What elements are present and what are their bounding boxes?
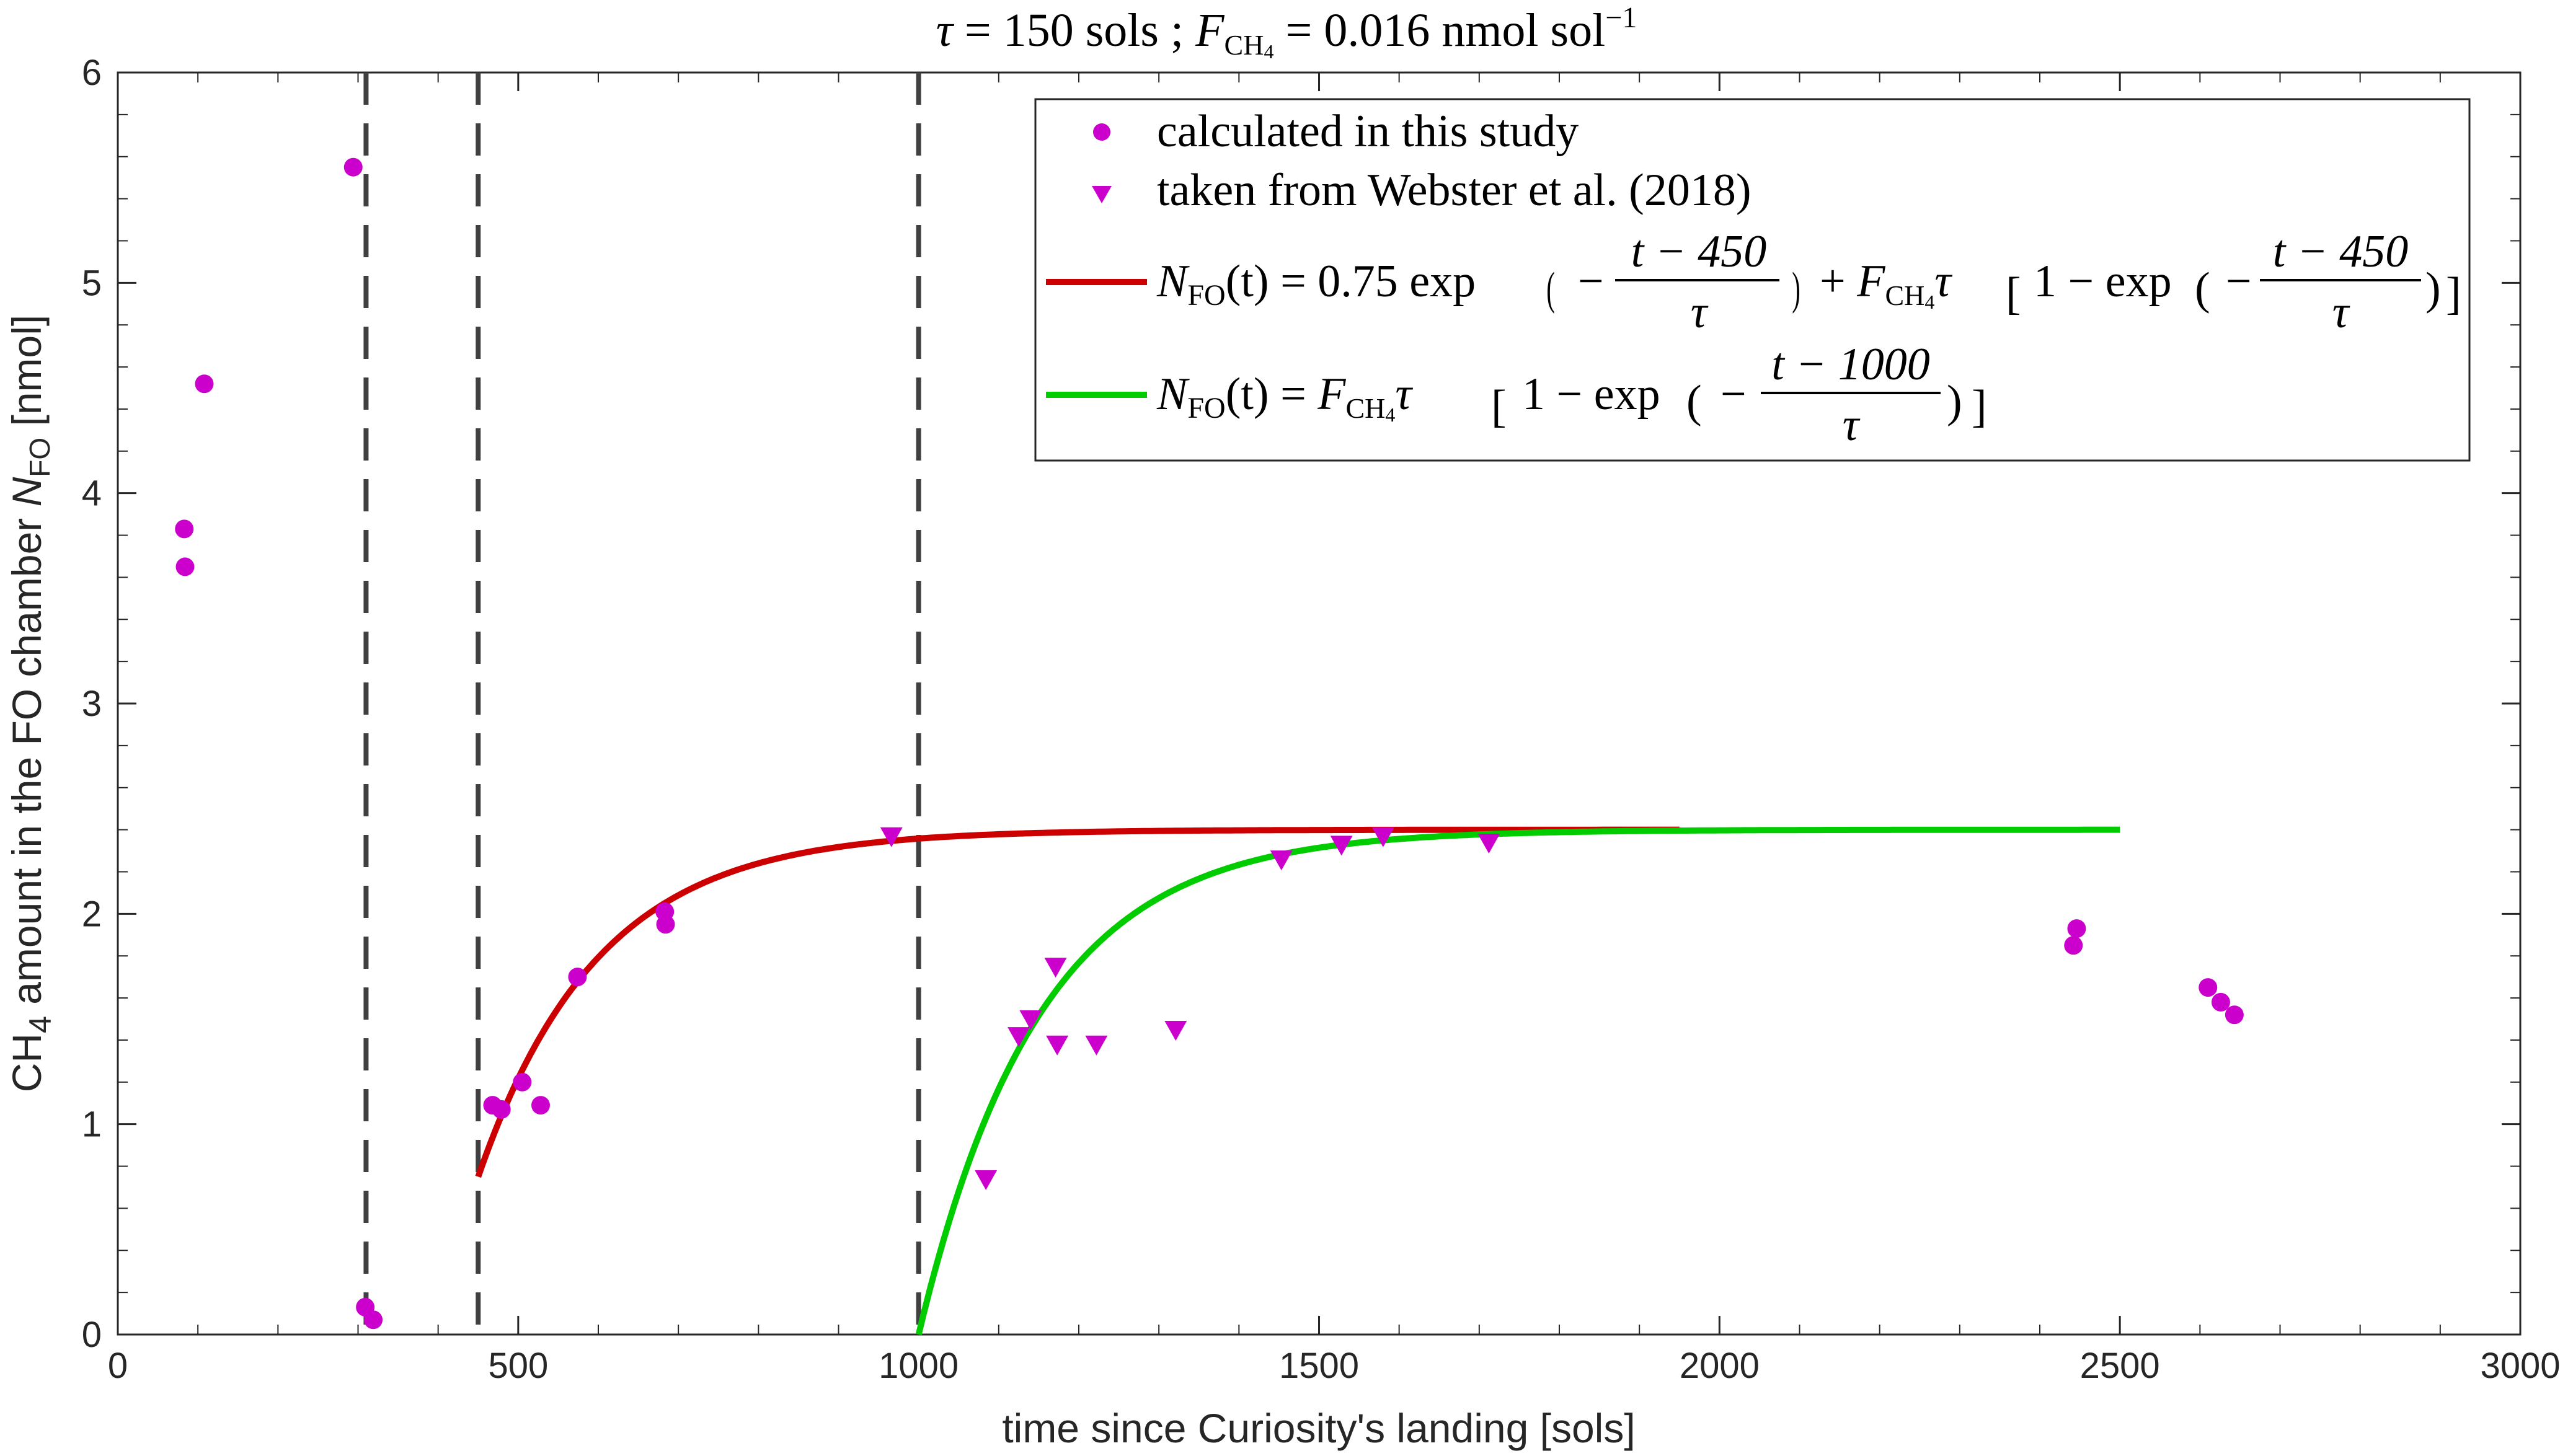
- y-tick-label: 5: [82, 263, 102, 303]
- webster-data-point: [1371, 827, 1394, 847]
- svg-text:1 − exp: 1 − exp: [2034, 256, 2172, 307]
- axis-ticks: [117, 71, 2522, 1336]
- webster-data-point: [1270, 850, 1293, 871]
- y-tick-label: 2: [82, 894, 102, 934]
- svg-text:−: −: [1578, 256, 1604, 307]
- y-tick-label: 0: [82, 1315, 102, 1355]
- fit-curves: [475, 826, 2120, 1336]
- svg-text:τ: τ: [1843, 400, 1861, 451]
- calculated-data-point: [492, 1100, 511, 1119]
- webster-data-point: [975, 1170, 998, 1190]
- svg-text:[: [: [1491, 381, 1507, 432]
- title-sub: CH: [1224, 29, 1264, 61]
- calculated-data-point: [531, 1096, 550, 1115]
- webster-data-point: [1046, 1035, 1069, 1056]
- calculated-data-point: [175, 557, 195, 576]
- svg-text:[: [: [2006, 268, 2021, 319]
- y-tick-label: 4: [82, 474, 102, 514]
- svg-text:(: (: [1686, 376, 1702, 427]
- y-tick-label: 6: [82, 53, 102, 93]
- legend-marker-calculated: [1093, 123, 1110, 141]
- x-tick-label: 0: [108, 1346, 128, 1386]
- webster-data-point: [1044, 958, 1067, 978]
- calculated-data-point: [195, 374, 214, 394]
- calculated-data-point: [513, 1072, 532, 1092]
- data-points: [175, 157, 2244, 1330]
- legend-label-webster: taken from Webster et al. (2018): [1157, 165, 1751, 216]
- title-eq-sols: = 150 sols ;: [953, 4, 1195, 56]
- title-sup: −1: [1605, 1, 1637, 34]
- webster-data-point: [1164, 1020, 1187, 1041]
- svg-text:1 − exp: 1 − exp: [1522, 369, 1660, 420]
- svg-text:): ): [1947, 376, 1962, 427]
- x-tick-label: 1000: [879, 1346, 959, 1386]
- legend-label-calculated: calculated in this study: [1157, 106, 1579, 157]
- y-tick-labels: 0 1 2 3 4 5 6: [82, 53, 102, 1355]
- x-tick-label: 500: [488, 1346, 548, 1386]
- calculated-data-point: [343, 157, 363, 177]
- calculated-data-point: [2064, 936, 2083, 955]
- calculated-data-point: [568, 968, 587, 987]
- calculated-data-point: [175, 519, 194, 539]
- x-tick-labels: 0 500 1000 1500 2000 2500 3000: [108, 1346, 2561, 1386]
- svg-text:t − 450: t − 450: [2273, 226, 2409, 277]
- calculated-data-point: [2067, 919, 2086, 938]
- legend-marker-webster: [1092, 186, 1112, 203]
- svg-text:(: (: [2195, 263, 2210, 314]
- title-subsub: 4: [1264, 40, 1273, 63]
- webster-data-point: [1019, 1010, 1042, 1030]
- y-tick-label: 1: [82, 1105, 102, 1145]
- green-model-curve: [915, 826, 2120, 1336]
- legend-formula-red: NFO(t) = 0.75 exp ( − t − 450 τ ) + FCH4…: [1156, 226, 2461, 338]
- y-axis-label: CH4 amount in the FO chamber NFO [nmol]: [4, 315, 58, 1093]
- webster-data-point: [880, 827, 903, 847]
- svg-text:+ FCH4τ: + FCH4τ: [1820, 256, 1952, 313]
- svg-text:]: ]: [1972, 381, 1987, 432]
- webster-data-point: [1477, 833, 1500, 854]
- x-tick-label: 2500: [2080, 1346, 2160, 1386]
- svg-text:τ: τ: [2332, 287, 2350, 338]
- title-eq-rate: = 0.016 nmol sol: [1273, 4, 1605, 56]
- x-tick-label: 2000: [1680, 1346, 1760, 1386]
- x-tick-label: 3000: [2480, 1346, 2560, 1386]
- svg-text:−: −: [1720, 369, 1747, 420]
- calculated-data-point: [364, 1310, 383, 1330]
- svg-text:τ: τ: [1691, 287, 1709, 338]
- svg-text:(: (: [1546, 263, 1555, 314]
- title-f: F: [1195, 4, 1225, 56]
- y-tick-label: 3: [82, 684, 102, 724]
- svg-text:): ): [1792, 263, 1800, 314]
- webster-data-point: [1330, 836, 1353, 856]
- calculated-data-point: [656, 915, 675, 934]
- svg-text:−: −: [2226, 256, 2252, 307]
- calculated-data-point: [2199, 978, 2218, 997]
- vertical-dashed-lines: [363, 73, 921, 1335]
- x-tick-label: 1500: [1279, 1346, 1359, 1386]
- svg-text:t − 1000: t − 1000: [1771, 339, 1930, 390]
- svg-text:]: ]: [2446, 268, 2461, 319]
- title-tau: τ: [936, 4, 955, 56]
- calculated-data-point: [2211, 992, 2230, 1012]
- red-model-curve: [475, 826, 1680, 1178]
- webster-data-point: [1085, 1035, 1108, 1056]
- legend: calculated in this study taken from Webs…: [1034, 98, 2471, 462]
- chart-title: τ = 150 sols ; FCH4 = 0.016 nmol sol−1: [936, 1, 1637, 63]
- webster-data-point: [1008, 1027, 1030, 1048]
- calculated-data-point: [2225, 1005, 2244, 1025]
- legend-formula-green: NFO(t) = FCH4τ [ 1 − exp ( − t − 1000 τ …: [1156, 339, 1987, 451]
- svg-text:NFO(t) = 0.75 exp: NFO(t) = 0.75 exp: [1156, 256, 1476, 312]
- x-axis-label: time since Curiosity's landing [sols]: [1002, 1405, 1635, 1451]
- svg-text:t − 450: t − 450: [1631, 226, 1767, 277]
- svg-text:): ): [2425, 263, 2441, 314]
- svg-text:NFO(t) = FCH4τ: NFO(t) = FCH4τ: [1156, 369, 1413, 426]
